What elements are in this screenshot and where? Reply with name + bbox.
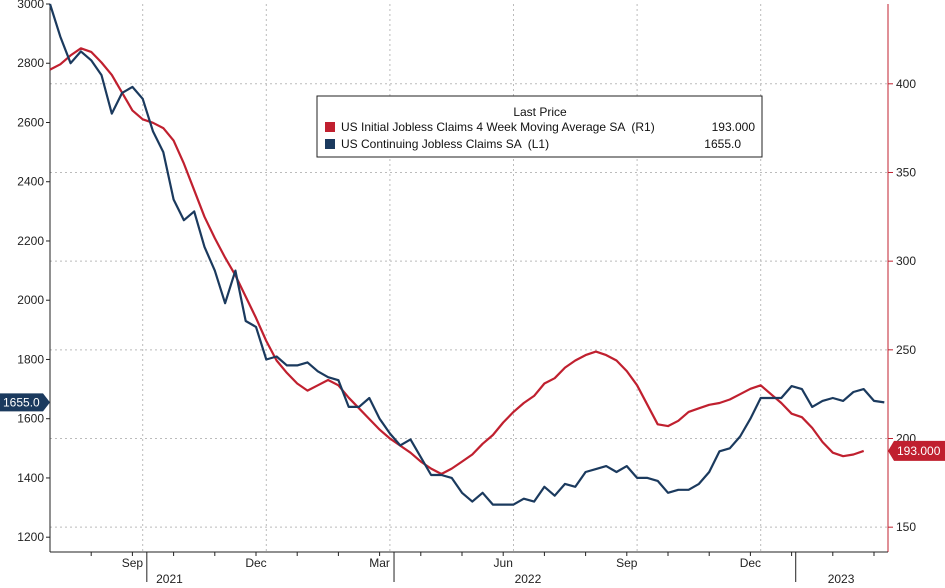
x-month-label: Sep	[122, 556, 144, 570]
last-value-tags: 1655.0 193.000	[0, 393, 945, 461]
series-lines	[48, 3, 885, 506]
legend: Last Price US Initial Jobless Claims 4 W…	[316, 95, 763, 158]
legend-swatch-continuing-claims	[325, 139, 335, 149]
x-month-label: Jun	[494, 556, 513, 570]
right-tick-label: 150	[896, 520, 916, 534]
axes: 1200 1400 1600 1800 2000 2200 2400 2600 2800 3000…	[17, 0, 916, 586]
legend-label-continuing-claims: US Continuing Jobless Claims SA (L1)	[341, 137, 549, 151]
right-last-value-tag	[888, 440, 945, 461]
x-month-label: Mar	[369, 556, 390, 570]
x-month-label: Dec	[245, 556, 266, 570]
right-tick-label: 400	[896, 77, 916, 91]
legend-title: Last Price	[513, 105, 567, 119]
left-last-value-tag	[0, 393, 50, 412]
left-tick-label: 2000	[17, 293, 44, 307]
right-tick-label: 300	[896, 254, 916, 268]
x-month-label: Sep	[616, 556, 638, 570]
left-tick-label: 2800	[17, 56, 44, 70]
right-tick-label: 350	[896, 165, 916, 179]
left-tick-label: 1400	[17, 471, 44, 485]
left-tick-label: 3000	[17, 0, 44, 11]
legend-value-continuing-claims: 1655.0	[704, 137, 741, 151]
legend-swatch-initial-claims	[325, 122, 335, 132]
x-year-label: 2021	[156, 572, 183, 586]
left-tick-label: 1800	[17, 352, 44, 366]
grid-lines	[50, 4, 888, 552]
left-tick-label: 2400	[17, 175, 44, 189]
x-month-label: Dec	[740, 556, 761, 570]
series-line-continuing-claims	[48, 3, 885, 506]
left-tick-label: 1200	[17, 530, 44, 544]
left-tick-label: 1600	[17, 412, 44, 426]
legend-label-initial-claims: US Initial Jobless Claims 4 Week Moving …	[341, 120, 655, 134]
legend-value-initial-claims: 193.000	[712, 120, 756, 134]
right-tick-label: 250	[896, 343, 916, 357]
x-year-label: 2023	[828, 572, 855, 586]
left-last-value-text: 1655.0	[3, 395, 40, 409]
right-last-value-text: 193.000	[897, 444, 941, 458]
left-tick-label: 2200	[17, 234, 44, 248]
series-line-initial-claims	[49, 47, 865, 476]
x-year-label: 2022	[515, 572, 542, 586]
left-tick-label: 2600	[17, 115, 44, 129]
